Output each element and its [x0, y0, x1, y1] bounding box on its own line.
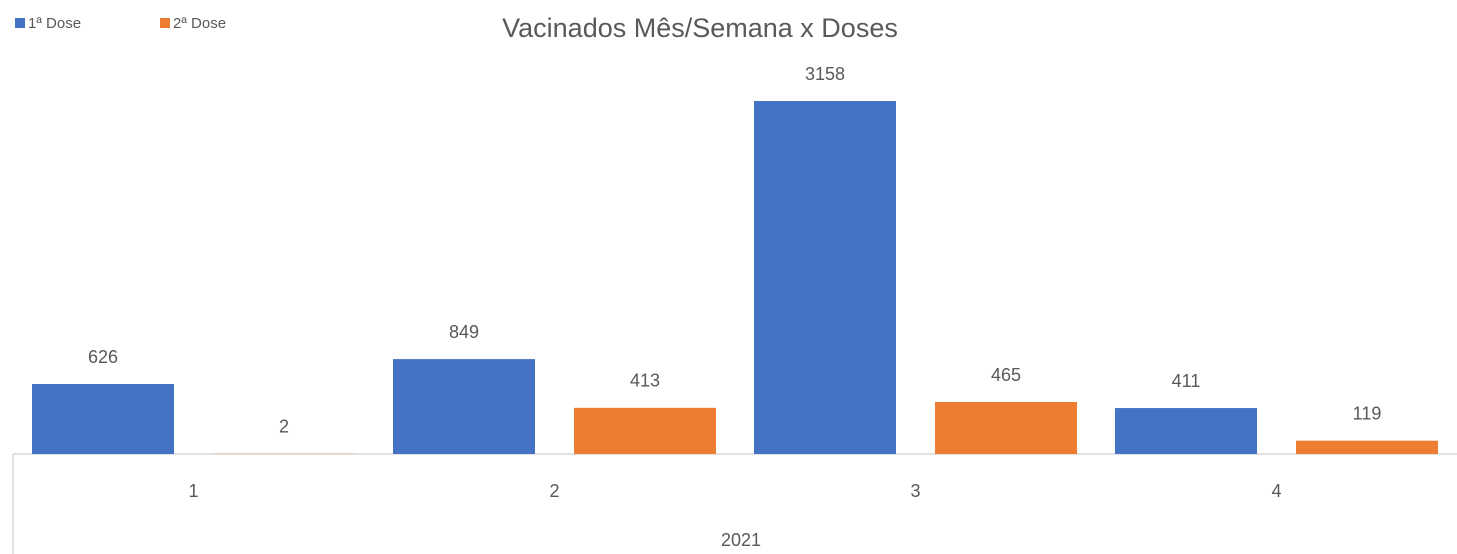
bar [32, 384, 174, 454]
legend-swatch [160, 18, 170, 28]
data-label: 465 [991, 365, 1021, 385]
bar [574, 407, 716, 454]
data-label: 411 [1172, 371, 1201, 391]
legend-label: 1ª Dose [28, 15, 81, 32]
bar [935, 402, 1077, 454]
bar [393, 359, 535, 454]
data-label: 3158 [805, 64, 845, 84]
bar [754, 101, 896, 454]
data-label: 2 [279, 417, 289, 437]
x-tick-label: 1 [188, 481, 198, 501]
data-label: 413 [630, 371, 660, 391]
x-tick-label: 2 [549, 481, 559, 501]
chart-title: Vacinados Mês/Semana x Doses [502, 13, 898, 43]
data-label: 849 [449, 322, 479, 342]
data-label: 119 [1353, 403, 1382, 423]
legend-label: 2ª Dose [173, 15, 226, 32]
data-label: 626 [88, 347, 118, 367]
bar [1296, 440, 1438, 454]
x-tick-label: 4 [1271, 481, 1281, 501]
legend-swatch [15, 18, 25, 28]
x-group-label: 2021 [721, 530, 761, 550]
bar [1115, 408, 1257, 454]
x-tick-label: 3 [910, 481, 920, 501]
